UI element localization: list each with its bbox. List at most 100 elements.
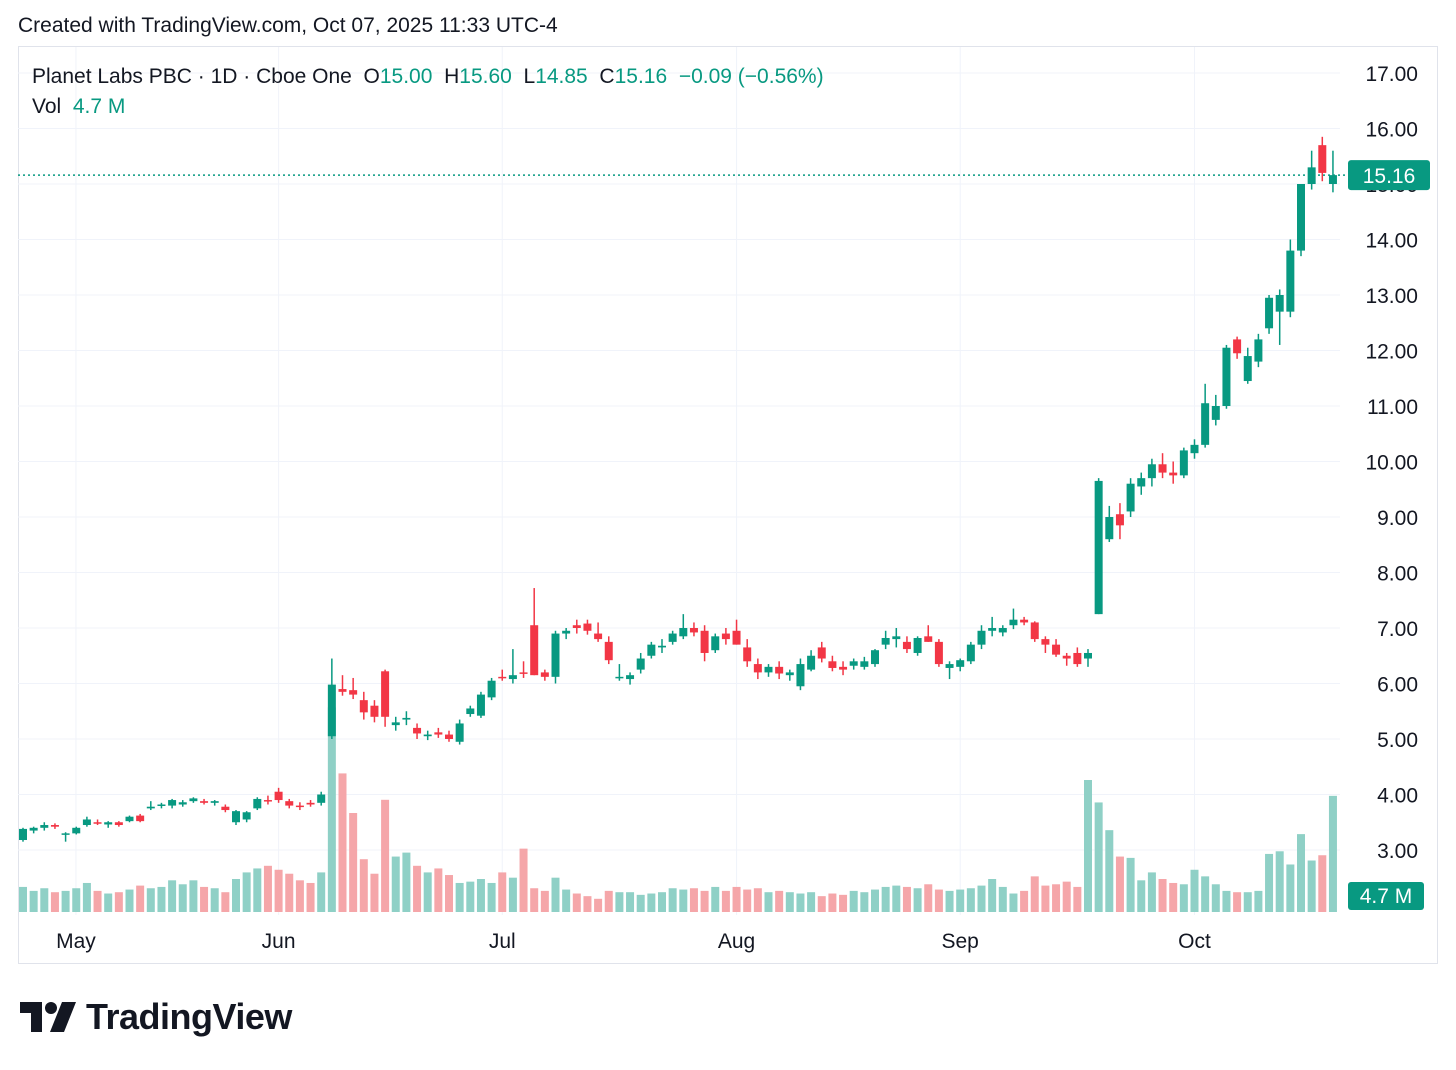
candle-body (711, 636, 720, 651)
volume-bar (508, 877, 517, 912)
legend-volume-value: 4.7 M (72, 95, 126, 118)
volume-bar (700, 890, 709, 912)
candle-body (274, 791, 283, 801)
volume-bar (764, 892, 773, 912)
volume-bar (988, 879, 997, 912)
candle-body (753, 664, 762, 673)
volume-bar (1179, 884, 1188, 912)
price-tick-label: 11.00 (1367, 396, 1418, 419)
candle-body (966, 644, 975, 662)
price-tick-label: 6.00 (1377, 674, 1418, 697)
candle-body (178, 802, 187, 805)
candle-body (114, 822, 123, 826)
price-tick-label: 5.00 (1377, 729, 1418, 752)
volume-bar (1211, 884, 1220, 912)
candle-body (19, 828, 27, 841)
candle-body (871, 650, 879, 665)
volume-bar (658, 892, 666, 912)
candle-body (200, 801, 209, 803)
candle-body (1275, 295, 1284, 312)
candle-body (1158, 464, 1167, 473)
grid-lines (18, 47, 1340, 915)
price-tick-label: 4.00 (1377, 785, 1418, 808)
candle-body (1009, 619, 1018, 626)
candle-body (519, 672, 528, 674)
created-with-text: Created with TradingView.com, Oct 07, 20… (18, 14, 558, 37)
volume-bar (221, 892, 230, 912)
candle-body (1062, 655, 1071, 659)
legend-close-value: 15.16 (614, 65, 668, 88)
volume-bar (434, 868, 443, 912)
candle-body (327, 684, 336, 737)
volume-bar (423, 872, 432, 912)
candle-body (849, 661, 858, 666)
candle-body (125, 816, 134, 822)
candle-body (253, 798, 262, 809)
tradingview-logo[interactable]: TradingView (20, 996, 292, 1038)
volume-bar (966, 888, 975, 912)
last-price-badge (1348, 160, 1430, 191)
chart-legend: Planet Labs PBC · 1D · Cboe One O15.00 H… (32, 62, 824, 122)
volume-bar (540, 890, 549, 912)
candle-body (732, 630, 741, 645)
candle-body (626, 675, 635, 680)
candle-body (508, 675, 517, 680)
volume-bar (1222, 890, 1231, 912)
volume-bar (1169, 882, 1178, 912)
candle-body (391, 722, 400, 726)
volume-bar (476, 879, 485, 912)
volume-bar (274, 869, 283, 912)
candle-body (370, 705, 379, 717)
candle-body (881, 637, 890, 645)
candle-body (721, 633, 730, 640)
time-tick-label: Aug (718, 930, 755, 953)
candle-body (306, 802, 315, 805)
candle-body (29, 827, 38, 831)
legend-close-label: C (599, 65, 615, 88)
candle-body (977, 630, 986, 645)
candle-body (615, 676, 624, 679)
volume-bar (136, 885, 145, 912)
time-tick-label: Oct (1178, 930, 1211, 953)
candle-body (157, 804, 166, 806)
volume-bar (285, 873, 294, 912)
candle-body (445, 734, 453, 739)
volume-bar (583, 896, 592, 912)
volume-bar (1115, 856, 1124, 912)
candle-body (647, 644, 656, 656)
volume-bar (594, 898, 603, 912)
volume-bar (785, 892, 794, 912)
candle-body (913, 637, 922, 653)
volume-bar (391, 856, 400, 912)
volume-bar (1190, 869, 1199, 912)
volume-bar (253, 868, 262, 912)
price-tick-label: 13.00 (1365, 285, 1418, 308)
legend-change: −0.09 (−0.56%) (678, 65, 824, 88)
volume-bar (1147, 872, 1156, 912)
tradingview-brand: TradingView (86, 996, 292, 1037)
candle-body (902, 641, 911, 650)
volume-bar (775, 890, 784, 912)
legend-low-label: L (523, 65, 536, 88)
last-value-markers: 15.16 4.7 M (18, 160, 1430, 910)
volume-bar (1073, 886, 1082, 912)
volume-bar (647, 893, 656, 912)
volume-bars (19, 707, 1337, 912)
volume-bar (572, 893, 581, 912)
candle-body (689, 628, 698, 633)
legend-ohlc-row: Planet Labs PBC · 1D · Cboe One O15.00 H… (32, 62, 824, 92)
candle-body (476, 694, 485, 716)
candle-body (1297, 184, 1305, 251)
candle-body (817, 647, 826, 659)
legend-high-value: 15.60 (459, 65, 512, 88)
volume-bar (125, 889, 134, 912)
last-volume-badge (1348, 882, 1424, 910)
candle-body (1169, 472, 1178, 476)
volume-bar (839, 894, 848, 912)
legend-volume-label: Vol (32, 95, 62, 118)
volume-bar (242, 872, 251, 912)
candle-body (1254, 339, 1263, 362)
price-chart[interactable]: 17.00 16.00 15.00 14.00 13.00 12.00 11.00 10.00… (0, 0, 1456, 970)
candle-body (1073, 652, 1082, 665)
volume-bar (1041, 885, 1050, 912)
